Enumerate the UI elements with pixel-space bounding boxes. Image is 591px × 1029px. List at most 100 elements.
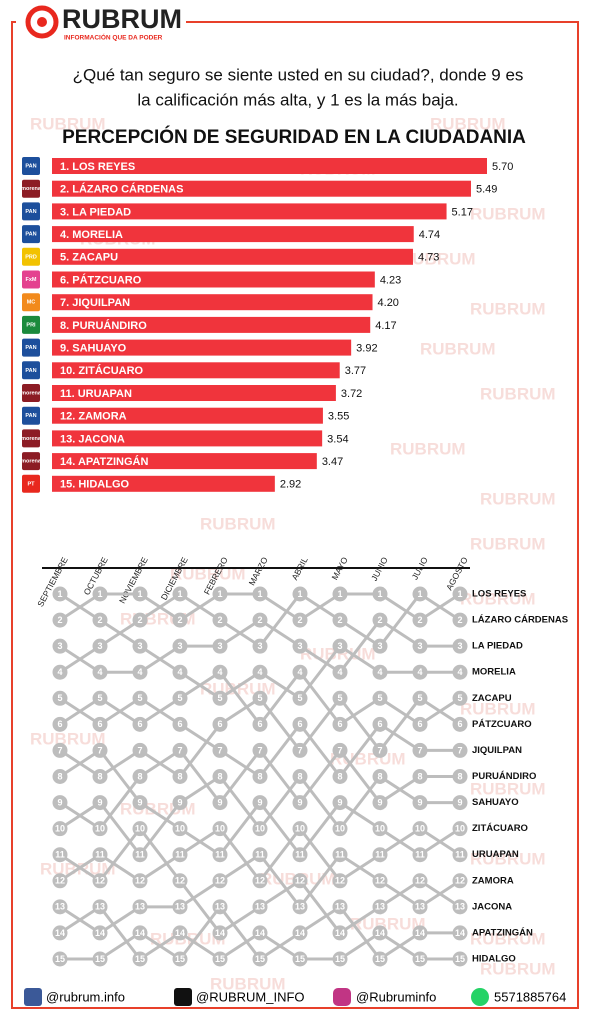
city-label: ZACAPU — [472, 693, 512, 704]
rank-marker — [252, 716, 268, 732]
rank-number: 13 — [175, 902, 185, 912]
watermark: RUBRUM — [390, 439, 466, 458]
footer: @rubrum.info @RUBRUM_INFO @Rubruminfo 55… — [24, 988, 566, 1006]
rank-marker — [252, 899, 268, 915]
rank-number: 10 — [215, 824, 225, 834]
party-logo — [22, 452, 40, 471]
instagram-icon — [333, 988, 351, 1006]
rank-number: 7 — [297, 745, 302, 755]
city-label: JACONA — [472, 901, 512, 912]
rank-number: 7 — [457, 745, 462, 755]
value-label: 4.20 — [378, 297, 399, 309]
frame — [11, 21, 579, 1009]
rank-marker — [332, 638, 348, 654]
watermark: RUBRUM — [470, 929, 546, 948]
rank-number: 11 — [335, 850, 345, 860]
rank-number: 15 — [375, 954, 385, 964]
rank-number: 14 — [135, 928, 145, 938]
rank-number: 2 — [97, 615, 102, 625]
rank-number: 3 — [417, 641, 422, 651]
rank-marker — [52, 742, 68, 758]
rank-number: 13 — [95, 902, 105, 912]
rank-number: 14 — [55, 928, 65, 938]
watermark: RUBRUM — [430, 114, 506, 133]
rank-number: 4 — [177, 667, 182, 677]
bar-category: 1. LOS REYES — [60, 161, 135, 173]
rank-number: 5 — [177, 693, 182, 703]
rank-number: 5 — [457, 693, 462, 703]
party-logo — [22, 247, 40, 266]
bar — [52, 385, 336, 401]
rank-marker — [212, 638, 228, 654]
rank-number: 15 — [455, 954, 465, 964]
rank-number: 1 — [137, 589, 142, 599]
rank-marker — [252, 951, 268, 967]
rank-marker — [292, 873, 308, 889]
logo-dot — [37, 17, 47, 27]
rank-marker — [292, 899, 308, 915]
city-label: URUAPAN — [472, 849, 519, 860]
rank-number: 5 — [257, 693, 262, 703]
rank-number: 5 — [57, 693, 62, 703]
watermark: RUBRUM — [170, 564, 246, 583]
rank-marker — [412, 899, 428, 915]
rank-number: 13 — [55, 902, 65, 912]
bar-category: 9. SAHUAYO — [60, 343, 127, 355]
rank-number: 8 — [457, 771, 462, 781]
rank-marker — [132, 925, 148, 941]
rank-number: 8 — [177, 771, 182, 781]
bar — [52, 339, 352, 356]
bar — [52, 203, 447, 220]
rank-number: 14 — [335, 928, 345, 938]
rank-marker — [412, 638, 428, 654]
rank-marker — [212, 847, 228, 863]
rank-number: 7 — [257, 745, 262, 755]
party-logo — [22, 406, 40, 425]
rank-number: 9 — [417, 797, 422, 807]
city-label: APATZINGÁN — [472, 927, 533, 938]
rank-number: 8 — [257, 771, 262, 781]
rank-marker — [172, 951, 188, 967]
city-label: PÁTZCUARO — [472, 719, 532, 730]
rank-marker — [252, 742, 268, 758]
rank-marker — [292, 847, 308, 863]
rank-marker — [372, 638, 388, 654]
rank-number: 12 — [175, 876, 185, 886]
rank-number: 15 — [415, 954, 425, 964]
rank-marker — [332, 664, 348, 680]
whatsapp-icon — [471, 988, 489, 1006]
rank-number: 8 — [217, 771, 222, 781]
whatsapp-number: 5571885764 — [494, 989, 566, 1004]
bar — [52, 475, 275, 492]
rank-marker — [452, 742, 468, 758]
rank-marker — [372, 769, 388, 784]
rank-marker — [172, 821, 188, 837]
tagline: INFORMACIÓN QUE DA PODER — [64, 33, 163, 42]
chart-title: PERCEPCIÓN DE SEGURIDAD EN LA CIUDADANIA — [62, 126, 526, 148]
rank-number: 4 — [137, 667, 142, 677]
party-label: PT — [27, 481, 35, 487]
rank-number: 6 — [177, 719, 182, 729]
rank-marker — [132, 847, 148, 863]
city-label: LÁZARO CÁRDENAS — [472, 615, 568, 626]
rank-number: 15 — [335, 954, 345, 964]
rank-number: 2 — [457, 615, 462, 625]
rank-number: 1 — [377, 589, 382, 599]
rank-marker — [92, 664, 108, 680]
rank-marker — [292, 742, 308, 758]
rank-number: 12 — [135, 876, 145, 886]
bar — [52, 271, 375, 288]
question-line: la calificación más alta, y 1 es la más … — [137, 90, 458, 109]
bar — [52, 294, 373, 311]
value-label: 4.17 — [375, 320, 396, 332]
rank-number: 15 — [295, 954, 305, 964]
rank-marker — [412, 742, 428, 758]
watermark: RUBRUM — [470, 299, 546, 318]
rank-number: 7 — [57, 745, 62, 755]
bar — [52, 248, 413, 265]
bar-category: 7. JIQUILPAN — [60, 297, 130, 309]
city-label: LA PIEDAD — [472, 641, 523, 652]
rank-marker — [212, 586, 228, 602]
city-label: SAHUAYO — [472, 797, 519, 808]
